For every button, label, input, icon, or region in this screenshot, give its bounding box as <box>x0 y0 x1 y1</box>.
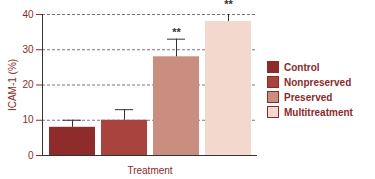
html-text:Multitreatment: Multitreatment <box>284 106 353 118</box>
svg-text:ICAM-1 (%): ICAM-1 (%) <box>7 59 18 111</box>
svg-text:Treatment: Treatment <box>127 165 172 176</box>
svg-text:**: ** <box>172 26 181 38</box>
svg-text:**: ** <box>224 0 233 9</box>
html-text:Control: Control <box>284 61 320 73</box>
svg-text:40: 40 <box>22 9 34 20</box>
svg-text:10: 10 <box>22 114 34 125</box>
html-text:Nonpreserved: Nonpreserved <box>284 76 352 88</box>
html-text:Preserved: Preserved <box>284 91 333 103</box>
svg-text:20: 20 <box>22 79 34 90</box>
svg-text:30: 30 <box>22 44 34 55</box>
svg-text:0: 0 <box>28 150 34 161</box>
